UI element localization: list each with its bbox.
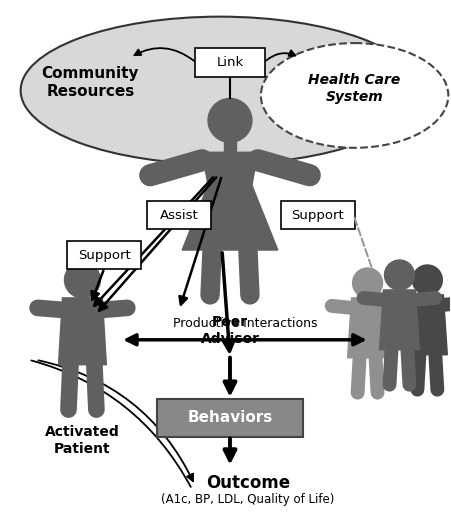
- FancyArrowPatch shape: [266, 50, 295, 60]
- Circle shape: [353, 268, 382, 298]
- Circle shape: [412, 265, 442, 295]
- Text: Activated
Patient: Activated Patient: [45, 424, 120, 456]
- FancyBboxPatch shape: [68, 241, 141, 269]
- FancyBboxPatch shape: [281, 201, 354, 229]
- Circle shape: [64, 262, 101, 298]
- Polygon shape: [202, 153, 258, 185]
- FancyBboxPatch shape: [157, 399, 303, 437]
- Polygon shape: [224, 140, 236, 153]
- Polygon shape: [182, 185, 278, 250]
- Text: Productive Interactions: Productive Interactions: [173, 317, 317, 330]
- Text: Outcome: Outcome: [206, 474, 290, 492]
- FancyBboxPatch shape: [147, 201, 211, 229]
- FancyArrowPatch shape: [134, 48, 194, 61]
- Polygon shape: [380, 290, 419, 350]
- Text: Assist: Assist: [160, 209, 198, 221]
- Text: Link: Link: [216, 56, 244, 69]
- FancyArrowPatch shape: [38, 360, 193, 481]
- Polygon shape: [407, 295, 447, 355]
- Polygon shape: [348, 298, 387, 358]
- Ellipse shape: [261, 43, 448, 148]
- Text: Community
Resources: Community Resources: [41, 66, 139, 99]
- Text: Support: Support: [78, 248, 131, 261]
- Circle shape: [385, 260, 414, 290]
- Ellipse shape: [21, 17, 419, 164]
- FancyArrowPatch shape: [31, 360, 191, 487]
- Text: Peer
Advisor: Peer Advisor: [201, 315, 259, 346]
- FancyBboxPatch shape: [195, 47, 265, 77]
- Text: Behaviors: Behaviors: [187, 410, 272, 425]
- Circle shape: [208, 98, 252, 143]
- Polygon shape: [59, 298, 106, 365]
- Text: Health Care
System: Health Care System: [308, 73, 401, 104]
- Text: Support: Support: [291, 209, 344, 221]
- Text: (A1c, BP, LDL, Quality of Life): (A1c, BP, LDL, Quality of Life): [161, 493, 335, 507]
